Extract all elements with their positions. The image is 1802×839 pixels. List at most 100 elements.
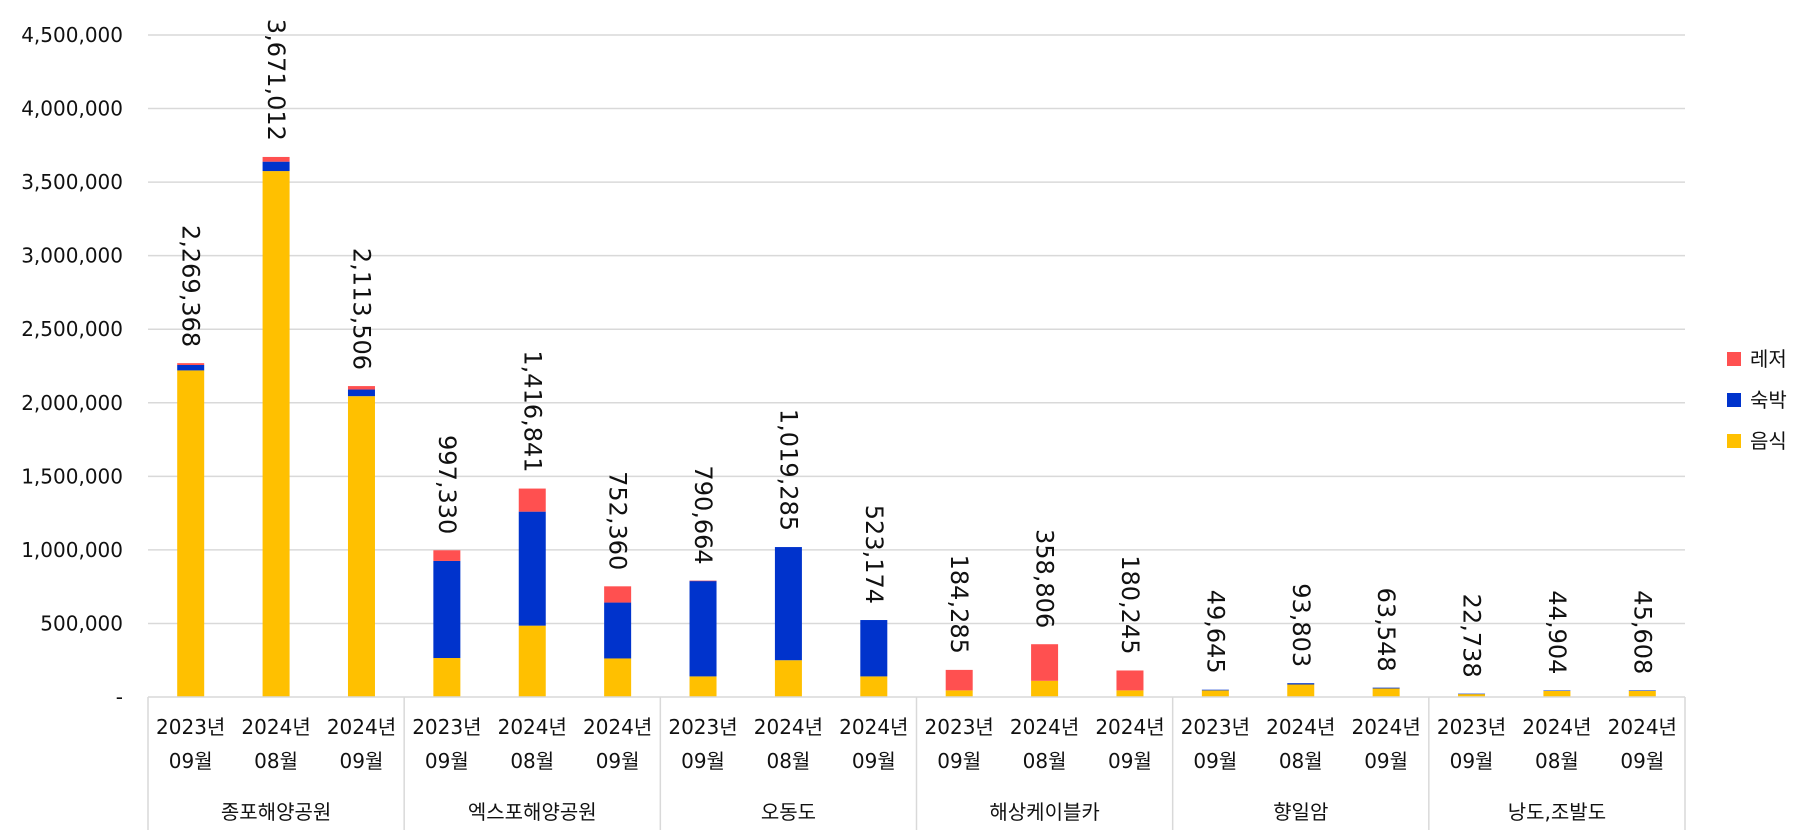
bar-segment <box>945 690 973 697</box>
x-category-year: 2023년 <box>925 715 994 739</box>
data-label: 49,645 <box>1201 590 1229 674</box>
data-label: 44,904 <box>1543 590 1571 674</box>
bar-segment <box>689 580 717 677</box>
data-label: 3,671,012 <box>262 19 290 141</box>
bar-segment <box>347 389 375 397</box>
x-group-label: 오동도 <box>761 800 816 824</box>
bar-segment <box>1372 687 1400 689</box>
bar-segment <box>1543 690 1571 697</box>
data-label: 752,360 <box>604 471 632 570</box>
bar-segment <box>604 602 632 659</box>
bar-segment <box>860 620 888 677</box>
y-tick-label: 3,000,000 <box>21 244 123 268</box>
y-axis: - 500,000 1,000,000 1,500,000 2,000,000 2,500… <box>21 23 123 709</box>
data-label: 997,330 <box>433 435 461 534</box>
bar-segment <box>689 676 717 697</box>
x-category-year: 2024년 <box>327 715 396 739</box>
y-tick-label: 4,000,000 <box>21 97 123 121</box>
legend-swatch <box>1727 434 1741 448</box>
y-tick-label: 500,000 <box>40 611 123 635</box>
x-category-month: 09월 <box>596 749 640 773</box>
x-category-year: 2023년 <box>1181 715 1250 739</box>
x-category-month: 08월 <box>766 749 810 773</box>
bar-segment <box>262 156 290 162</box>
bar-segment <box>433 560 461 659</box>
x-category-month: 08월 <box>510 749 554 773</box>
bar-segment <box>347 386 375 390</box>
bar-segment <box>1543 690 1571 691</box>
bar-segment <box>177 370 205 697</box>
x-category-year: 2024년 <box>583 715 652 739</box>
bar-segment <box>518 488 546 512</box>
x-group-label: 종포해양공원 <box>221 800 331 824</box>
data-label: 180,245 <box>1116 555 1144 654</box>
x-category-month: 09월 <box>1364 749 1408 773</box>
legend-label: 숙박 <box>1750 388 1787 412</box>
bar-segment <box>1628 690 1656 691</box>
x-group-label: 해상케이블카 <box>989 800 1099 824</box>
bar-segment <box>1372 688 1400 697</box>
data-label: 93,803 <box>1287 583 1315 667</box>
data-labels: 2,269,368 3,671,012 2,113,506 997,330 1,416,… <box>177 19 1657 678</box>
bar-segment <box>604 586 632 603</box>
y-tick-label: 4,500,000 <box>21 23 123 47</box>
legend-swatch <box>1727 352 1741 366</box>
bar-segment <box>860 676 888 697</box>
y-tick-label: 2,500,000 <box>21 317 123 341</box>
bar-segment <box>945 669 973 691</box>
x-category-year: 2023년 <box>156 715 225 739</box>
bar-segment <box>774 547 802 661</box>
x-category-year: 2024년 <box>754 715 823 739</box>
x-category-year: 2024년 <box>1095 715 1164 739</box>
x-category-year: 2024년 <box>241 715 310 739</box>
y-tick-label: 2,000,000 <box>21 391 123 415</box>
bar-segment <box>1458 694 1486 697</box>
bar-segment <box>1031 644 1059 681</box>
bars <box>177 156 1656 698</box>
y-tick-label: 3,500,000 <box>21 170 123 194</box>
x-category-month: 08월 <box>1279 749 1323 773</box>
bar-segment <box>1287 684 1315 697</box>
x-category-month: 09월 <box>169 749 213 773</box>
x-category-month: 09월 <box>340 749 384 773</box>
x-category-month: 09월 <box>1450 749 1494 773</box>
x-category-year: 2023년 <box>412 715 481 739</box>
bar-segment <box>1201 690 1229 697</box>
data-label: 790,664 <box>689 465 717 564</box>
bar-segment <box>689 580 717 582</box>
x-category-month: 09월 <box>852 749 896 773</box>
data-label: 523,174 <box>860 505 888 604</box>
bar-segment <box>262 161 290 172</box>
bar-segment <box>518 625 546 697</box>
x-group-label: 낭도,조발도 <box>1508 800 1606 824</box>
y-tick-label: - <box>116 685 123 709</box>
x-category-month: 09월 <box>681 749 725 773</box>
y-tick-label: 1,000,000 <box>21 538 123 562</box>
x-category-month: 08월 <box>1023 749 1067 773</box>
x-category-month: 09월 <box>1108 749 1152 773</box>
x-category-year: 2023년 <box>668 715 737 739</box>
bar-segment <box>433 550 461 561</box>
bar-segment <box>1031 680 1059 697</box>
legend-label: 레저 <box>1750 347 1787 371</box>
bar-segment <box>604 658 632 697</box>
data-label: 1,416,841 <box>518 350 546 472</box>
x-category-month: 09월 <box>1620 749 1664 773</box>
bar-segment <box>774 660 802 697</box>
bar-segment <box>347 396 375 697</box>
x-group-label: 엑스포해양공원 <box>468 800 597 824</box>
bar-segment <box>177 363 205 365</box>
x-category-year: 2024년 <box>498 715 567 739</box>
data-label: 2,269,368 <box>177 225 205 347</box>
bar-segment <box>1201 689 1229 691</box>
x-category-month: 09월 <box>937 749 981 773</box>
bar-segment <box>1287 683 1315 685</box>
bar-segment <box>1116 670 1144 691</box>
x-category-year: 2024년 <box>1010 715 1079 739</box>
bar-segment <box>433 658 461 697</box>
bar-segment <box>518 511 546 626</box>
x-category-month: 09월 <box>425 749 469 773</box>
bar-segment <box>177 364 205 371</box>
